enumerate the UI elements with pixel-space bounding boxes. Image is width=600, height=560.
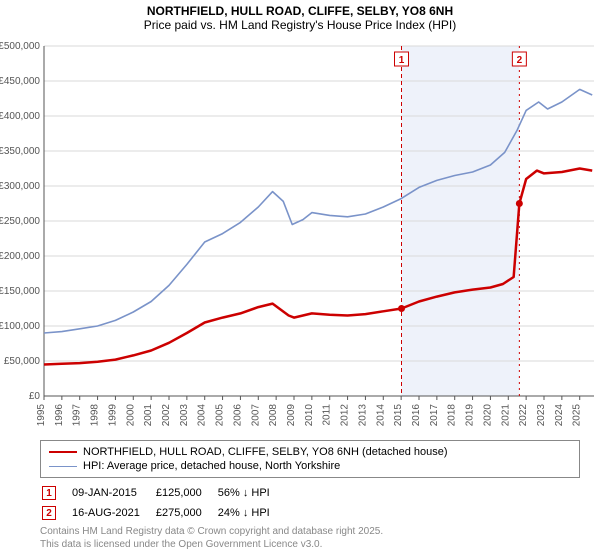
event-price-1: £125,000 bbox=[156, 484, 216, 502]
legend-row-hpi: HPI: Average price, detached house, Nort… bbox=[49, 459, 571, 473]
svg-text:2011: 2011 bbox=[322, 404, 333, 426]
legend: NORTHFIELD, HULL ROAD, CLIFFE, SELBY, YO… bbox=[40, 440, 580, 478]
legend-label-property: NORTHFIELD, HULL ROAD, CLIFFE, SELBY, YO… bbox=[83, 446, 448, 458]
svg-text:2021: 2021 bbox=[500, 404, 511, 427]
event-price-2: £275,000 bbox=[156, 504, 216, 522]
svg-text:£150,000: £150,000 bbox=[0, 286, 40, 297]
svg-text:2003: 2003 bbox=[179, 404, 190, 427]
legend-row-property: NORTHFIELD, HULL ROAD, CLIFFE, SELBY, YO… bbox=[49, 445, 571, 459]
svg-text:2015: 2015 bbox=[393, 404, 404, 427]
svg-text:2014: 2014 bbox=[375, 404, 386, 427]
svg-text:£350,000: £350,000 bbox=[0, 146, 40, 157]
legend-swatch-property bbox=[49, 451, 77, 453]
event-badge-2: 2 bbox=[42, 506, 56, 520]
svg-text:1998: 1998 bbox=[90, 404, 101, 427]
svg-text:£250,000: £250,000 bbox=[0, 216, 40, 227]
svg-text:£0: £0 bbox=[29, 391, 41, 402]
svg-text:1996: 1996 bbox=[54, 404, 65, 427]
svg-text:2007: 2007 bbox=[250, 404, 261, 427]
svg-text:2012: 2012 bbox=[340, 404, 351, 427]
svg-text:2005: 2005 bbox=[215, 404, 226, 427]
svg-text:2016: 2016 bbox=[411, 404, 422, 427]
svg-text:£300,000: £300,000 bbox=[0, 181, 40, 192]
chart-svg: £0 £50,000 £100,000 £150,000 £200,000 £250,00… bbox=[0, 36, 600, 436]
svg-text:2002: 2002 bbox=[161, 404, 172, 427]
event-table: 1 09-JAN-2015 £125,000 56% ↓ HPI 2 16-AU… bbox=[40, 482, 286, 524]
svg-text:2017: 2017 bbox=[429, 404, 440, 427]
svg-text:1997: 1997 bbox=[72, 404, 83, 427]
svg-text:£500,000: £500,000 bbox=[0, 41, 40, 52]
event-badge-1: 1 bbox=[42, 486, 56, 500]
event-delta-1: 56% ↓ HPI bbox=[218, 484, 284, 502]
svg-text:2009: 2009 bbox=[286, 404, 297, 427]
svg-text:£50,000: £50,000 bbox=[4, 356, 41, 367]
svg-text:2: 2 bbox=[517, 55, 523, 66]
event-row-1: 1 09-JAN-2015 £125,000 56% ↓ HPI bbox=[42, 484, 284, 502]
svg-text:2008: 2008 bbox=[268, 404, 279, 427]
svg-text:2013: 2013 bbox=[357, 404, 368, 427]
event-date-2: 16-AUG-2021 bbox=[72, 504, 154, 522]
svg-text:2020: 2020 bbox=[482, 404, 493, 427]
chart-title-2: Price paid vs. HM Land Registry's House … bbox=[0, 18, 600, 36]
price-chart: £0 £50,000 £100,000 £150,000 £200,000 £250,00… bbox=[0, 36, 600, 436]
svg-text:2018: 2018 bbox=[447, 404, 458, 427]
event-delta-2: 24% ↓ HPI bbox=[218, 504, 284, 522]
svg-text:£400,000: £400,000 bbox=[0, 111, 40, 122]
svg-text:1999: 1999 bbox=[107, 404, 118, 427]
legend-label-hpi: HPI: Average price, detached house, Nort… bbox=[83, 460, 340, 472]
svg-text:£100,000: £100,000 bbox=[0, 321, 40, 332]
svg-text:2000: 2000 bbox=[125, 404, 136, 427]
svg-text:2023: 2023 bbox=[536, 404, 547, 427]
credits-1: Contains HM Land Registry data © Crown c… bbox=[40, 526, 580, 537]
svg-text:£450,000: £450,000 bbox=[0, 76, 40, 87]
svg-text:£200,000: £200,000 bbox=[0, 251, 40, 262]
svg-text:2006: 2006 bbox=[232, 404, 243, 427]
svg-text:1995: 1995 bbox=[36, 404, 47, 427]
credits-2: This data is licensed under the Open Gov… bbox=[40, 539, 580, 550]
svg-text:2024: 2024 bbox=[554, 404, 565, 427]
svg-text:2010: 2010 bbox=[304, 404, 315, 427]
svg-text:1: 1 bbox=[399, 55, 405, 66]
event-row-2: 2 16-AUG-2021 £275,000 24% ↓ HPI bbox=[42, 504, 284, 522]
svg-text:2022: 2022 bbox=[518, 404, 529, 427]
svg-text:2025: 2025 bbox=[572, 404, 583, 427]
svg-text:2019: 2019 bbox=[465, 404, 476, 427]
legend-swatch-hpi bbox=[49, 466, 77, 467]
event-date-1: 09-JAN-2015 bbox=[72, 484, 154, 502]
svg-text:2001: 2001 bbox=[143, 404, 154, 427]
chart-title-1: NORTHFIELD, HULL ROAD, CLIFFE, SELBY, YO… bbox=[0, 0, 600, 18]
svg-text:2004: 2004 bbox=[197, 404, 208, 427]
